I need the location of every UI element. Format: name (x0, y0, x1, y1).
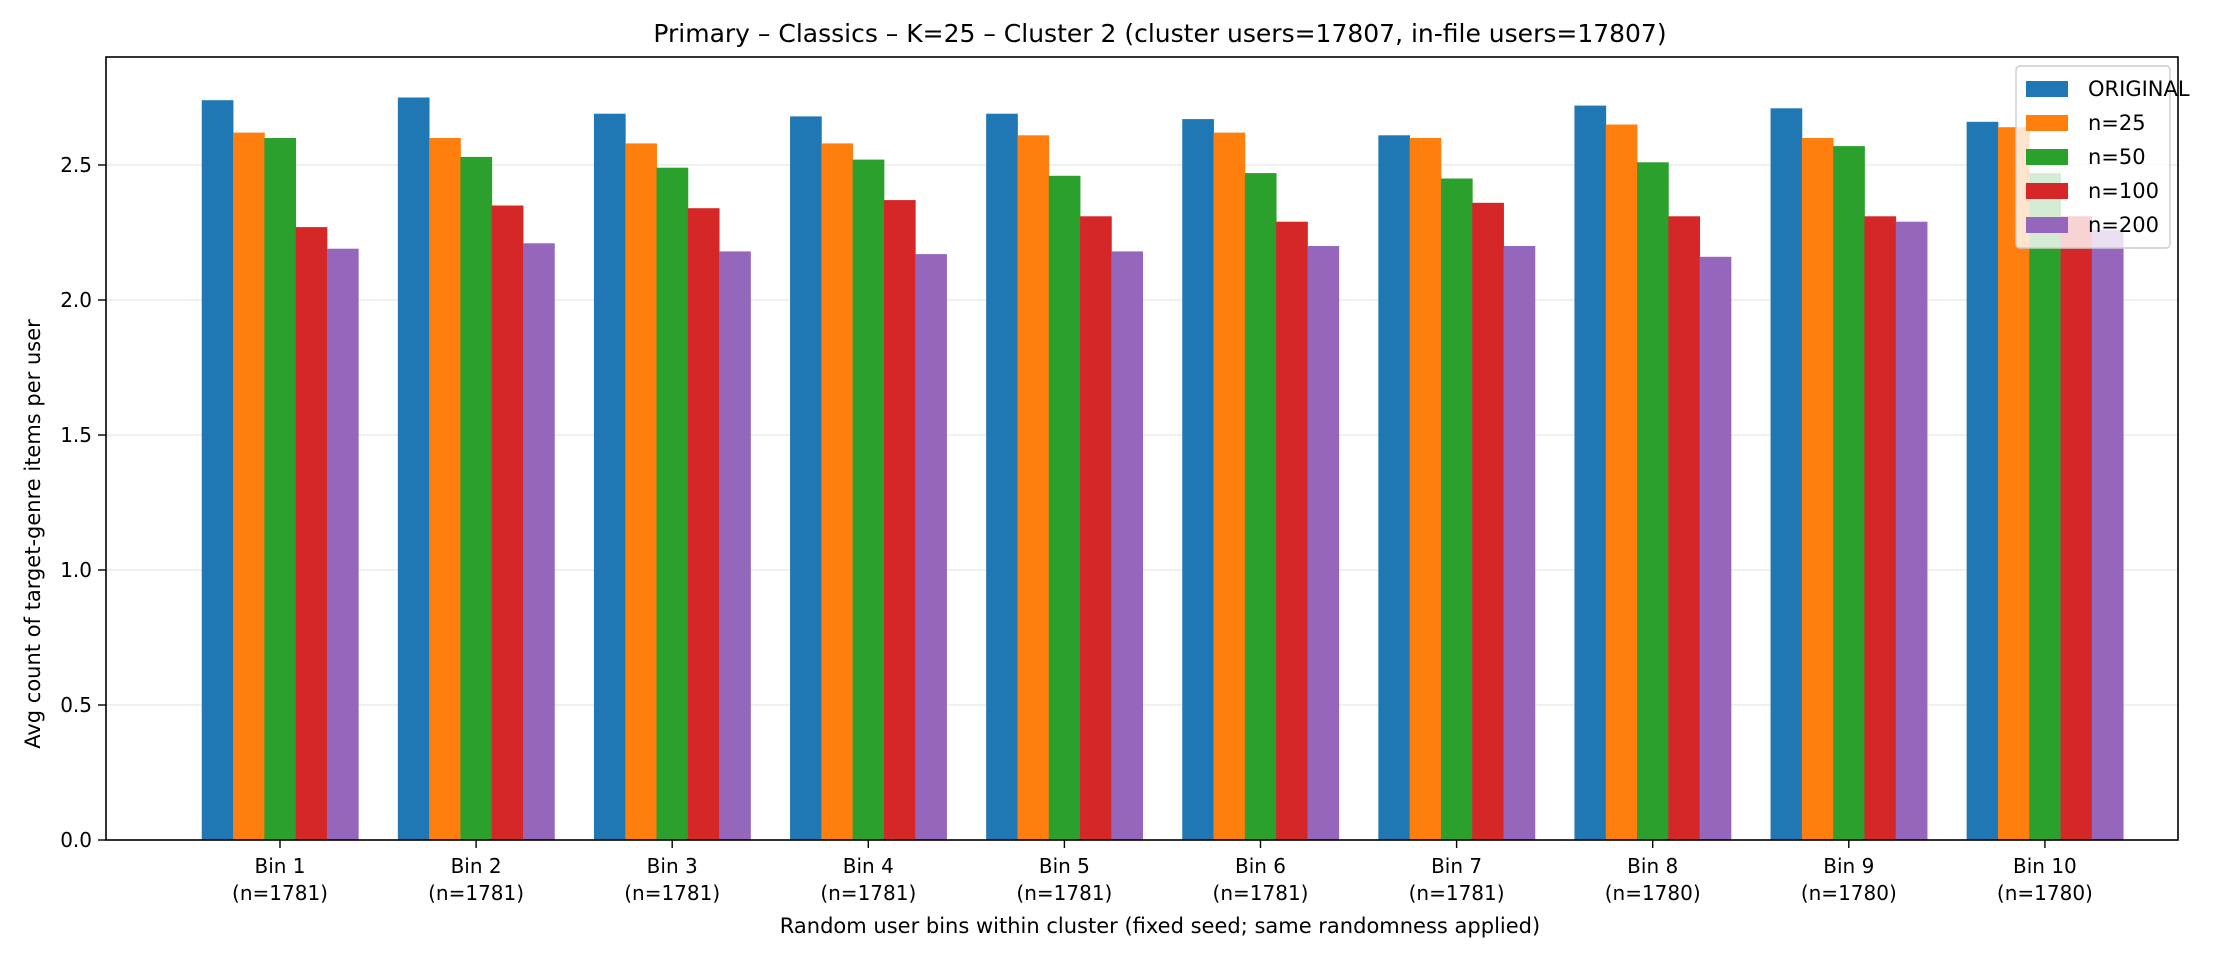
legend-box (2015, 65, 2171, 249)
bar-n-50 (460, 156, 493, 840)
legend-swatch (2026, 81, 2068, 97)
x-tick-label: Bin 2 (451, 854, 502, 878)
bar-n-100 (883, 200, 916, 841)
bar-n-50 (1637, 162, 1669, 841)
bar-n-25 (233, 132, 265, 841)
bar-n-200 (326, 248, 359, 840)
bar-n-200 (915, 254, 947, 841)
x-tick-label: Bin 4 (843, 854, 894, 878)
bar-n-25 (1605, 124, 1638, 840)
x-tick-sublabel: (n=1781) (428, 881, 524, 905)
bar-n-100 (1668, 216, 1701, 841)
bar-n-100 (491, 205, 524, 840)
bar-n-200 (1111, 251, 1144, 840)
legend-swatch (2026, 217, 2068, 233)
legend-label: n=200 (2088, 213, 2159, 237)
bar-n-200 (2091, 229, 2124, 841)
bar-n-50 (264, 138, 297, 840)
x-tick-sublabel: (n=1780) (1801, 881, 1897, 905)
x-tick-sublabel: (n=1780) (1605, 881, 1701, 905)
bar-n-50 (1244, 173, 1277, 841)
x-tick-sublabel: (n=1781) (624, 881, 720, 905)
legend-swatch (2026, 149, 2068, 165)
bar-original (397, 97, 430, 840)
x-axis: Bin 1 (n=1781) Bin 2 (n=1781) Bin 3 (n=1781) B… (232, 840, 2093, 905)
bar-n-100 (687, 208, 720, 840)
y-tick-label: 2.0 (60, 288, 92, 312)
bar-n-25 (1017, 135, 1050, 841)
y-tick-label: 2.5 (60, 153, 92, 177)
plot-frame (105, 56, 2179, 841)
x-tick-sublabel: (n=1781) (1016, 881, 1112, 905)
bar-n-50 (1048, 175, 1081, 841)
x-tick-sublabel: (n=1781) (1213, 881, 1309, 905)
x-tick-label: Bin 8 (1627, 854, 1678, 878)
bar-original (1378, 135, 1411, 841)
bar-n-200 (1307, 246, 1340, 840)
legend: ORIGINAL n=25 n=50 n=100 n=200 (2015, 65, 2190, 249)
bar-n-25 (1409, 138, 1442, 840)
bar-original (1966, 121, 1999, 841)
x-tick-sublabel: (n=1781) (1409, 881, 1505, 905)
x-tick-sublabel: (n=1781) (820, 881, 916, 905)
bar-n-200 (523, 243, 555, 841)
x-tick-sublabel: (n=1781) (232, 881, 328, 905)
bar-original (1574, 105, 1607, 841)
y-axis-label: Avg count of target-genre items per user (21, 319, 45, 749)
legend-swatch (2026, 183, 2068, 199)
y-tick-label: 1.5 (60, 423, 92, 447)
bar-n-100 (1472, 202, 1504, 841)
legend-label: ORIGINAL (2088, 77, 2190, 101)
bar-n-100 (1864, 216, 1897, 841)
bar-original (986, 113, 1018, 840)
bar-original (593, 113, 626, 840)
bar-n-25 (429, 138, 461, 840)
bar-n-200 (1895, 221, 1928, 840)
bar-original (201, 100, 234, 840)
x-tick-label: Bin 1 (254, 854, 305, 878)
bar-n-50 (1833, 146, 1865, 841)
x-tick-label: Bin 6 (1235, 854, 1286, 878)
bar-original (790, 116, 822, 840)
bar-n-200 (1503, 246, 1536, 840)
legend-label: n=50 (2088, 145, 2146, 169)
bar-n-25 (1213, 132, 1246, 841)
bar-n-50 (852, 159, 885, 841)
bar-n-50 (656, 167, 689, 840)
bars-group (201, 97, 2124, 841)
x-tick-sublabel: (n=1780) (1997, 881, 2093, 905)
legend-label: n=25 (2088, 111, 2146, 135)
y-tick-label: 1.0 (60, 558, 92, 582)
legend-swatch (2026, 115, 2068, 131)
bar-n-25 (1801, 138, 1834, 840)
x-axis-label: Random user bins within cluster (fixed s… (780, 914, 1540, 938)
bar-n-25 (625, 143, 657, 840)
x-tick-label: Bin 7 (1431, 854, 1482, 878)
bar-n-100 (1080, 216, 1112, 841)
bar-n-50 (2029, 173, 2061, 841)
bar-n-100 (295, 227, 328, 841)
legend-label: n=100 (2088, 179, 2159, 203)
y-tick-label: 0.5 (60, 693, 92, 717)
x-tick-label: Bin 5 (1039, 854, 1090, 878)
bar-n-200 (1699, 256, 1732, 840)
x-tick-label: Bin 10 (2013, 854, 2077, 878)
x-tick-label: Bin 9 (1823, 854, 1874, 878)
bar-n-100 (1276, 221, 1308, 840)
bar-n-50 (1440, 178, 1473, 840)
bar-original (1182, 119, 1214, 841)
bar-n-25 (821, 143, 854, 840)
x-tick-label: Bin 3 (647, 854, 698, 878)
chart-title: Primary – Classics – K=25 – Cluster 2 (c… (653, 19, 1666, 48)
bar-n-100 (2060, 216, 2093, 841)
bar-n-200 (719, 251, 751, 840)
y-tick-label: 0.0 (60, 828, 92, 852)
bar-original (1770, 108, 1803, 841)
y-axis: 0.0 0.5 1.0 1.5 2.0 2.5 (60, 153, 106, 852)
